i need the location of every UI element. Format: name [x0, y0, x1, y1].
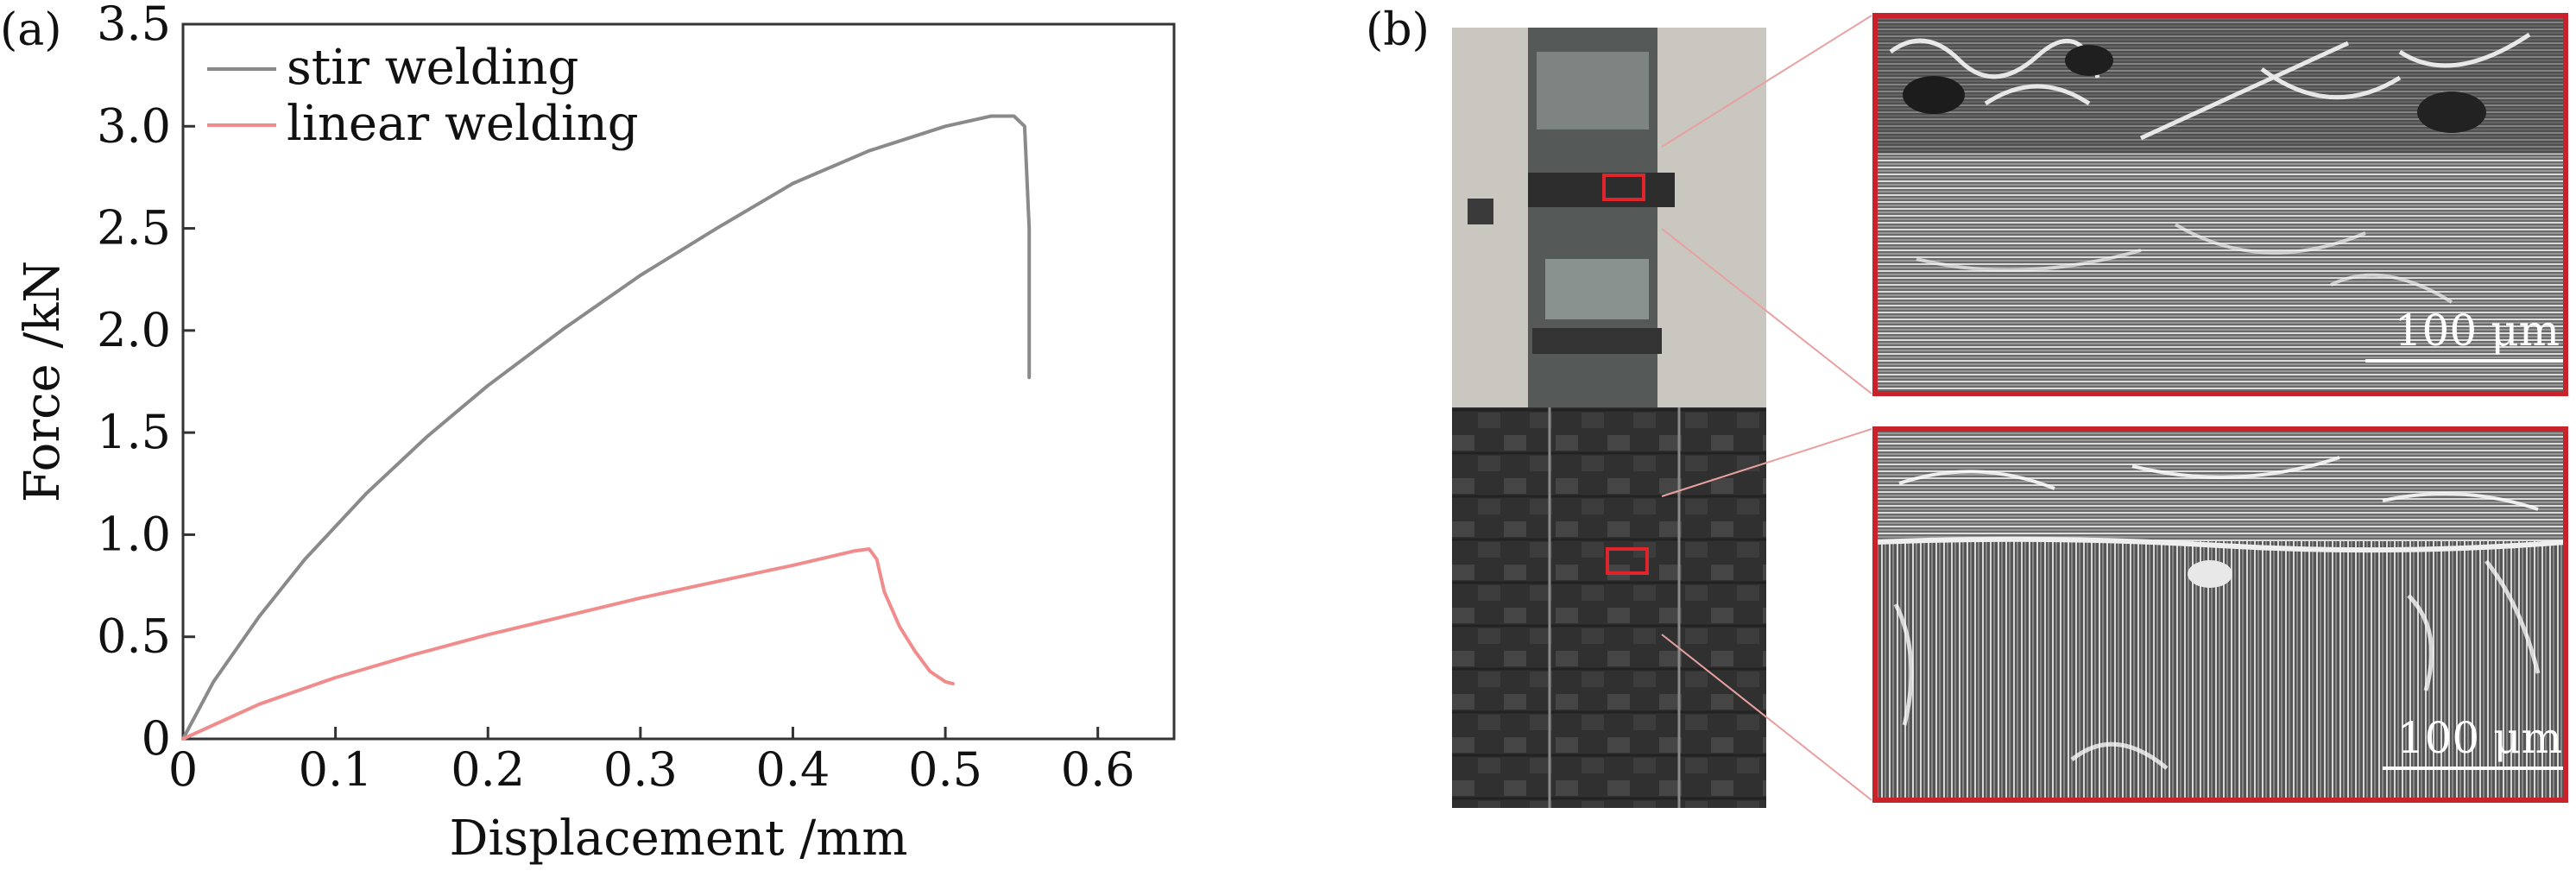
panel-label-a: (a) — [0, 4, 62, 56]
scale-bar-label-top: 100 μm — [2395, 306, 2560, 356]
x-axis-label: Displacement /mm — [450, 811, 908, 867]
x-tick-label: 0.2 — [451, 742, 525, 797]
y-tick-label: 1.5 — [97, 405, 171, 459]
y-axis-label: Force /kN — [15, 261, 71, 502]
y-tick-label: 2.5 — [97, 201, 171, 256]
sem-frame-top — [1872, 13, 2568, 396]
plot-frame — [181, 22, 1176, 741]
y-tick-label: 0 — [142, 711, 171, 766]
x-tick-label: 0.4 — [756, 742, 830, 797]
roi-box-bottom — [1606, 547, 1649, 575]
y-axis: 0 0.5 1.0 1.5 2.0 2.5 3.0 3.5 — [97, 0, 195, 766]
y-tick-label: 0.5 — [97, 609, 171, 664]
specimen-photo — [1452, 28, 1766, 808]
x-tick-label: 0.6 — [1061, 742, 1135, 797]
roi-box-top — [1602, 174, 1645, 201]
x-tick-label: 0.3 — [603, 742, 678, 797]
panel-label-b: (b) — [1366, 4, 1430, 56]
x-tick-label: 0 — [168, 742, 198, 797]
y-tick-label: 3.5 — [97, 0, 171, 51]
sem-frame-bottom — [1872, 426, 2568, 803]
x-tick-label: 0.1 — [299, 742, 373, 797]
series-line-linear-welding — [181, 547, 955, 741]
y-tick-label: 3.0 — [97, 98, 171, 153]
sem-image-top — [1875, 16, 2566, 394]
sem-image-bottom — [1875, 429, 2566, 800]
y-tick-label: 1.0 — [97, 507, 171, 561]
legend-label-stir-welding: stir welding — [287, 40, 578, 96]
legend-label-linear-welding: linear welding — [287, 96, 639, 152]
legend: stir welding linear welding — [207, 40, 639, 152]
zoom-connectors — [1661, 15, 1872, 801]
plot-area: 0 0.1 0.2 0.3 0.4 0.5 0.6 0 0.5 1.0 1.5 2.0 2.5 3.0 3… — [97, 0, 1176, 797]
scale-bar-label-bottom: 100 μm — [2397, 713, 2562, 763]
x-tick-label: 0.5 — [908, 742, 982, 797]
series-layer — [181, 114, 1032, 741]
y-tick-label: 2.0 — [97, 303, 171, 357]
series-line-stir-welding — [181, 114, 1032, 741]
x-axis: 0 0.1 0.2 0.3 0.4 0.5 0.6 — [168, 727, 1135, 797]
